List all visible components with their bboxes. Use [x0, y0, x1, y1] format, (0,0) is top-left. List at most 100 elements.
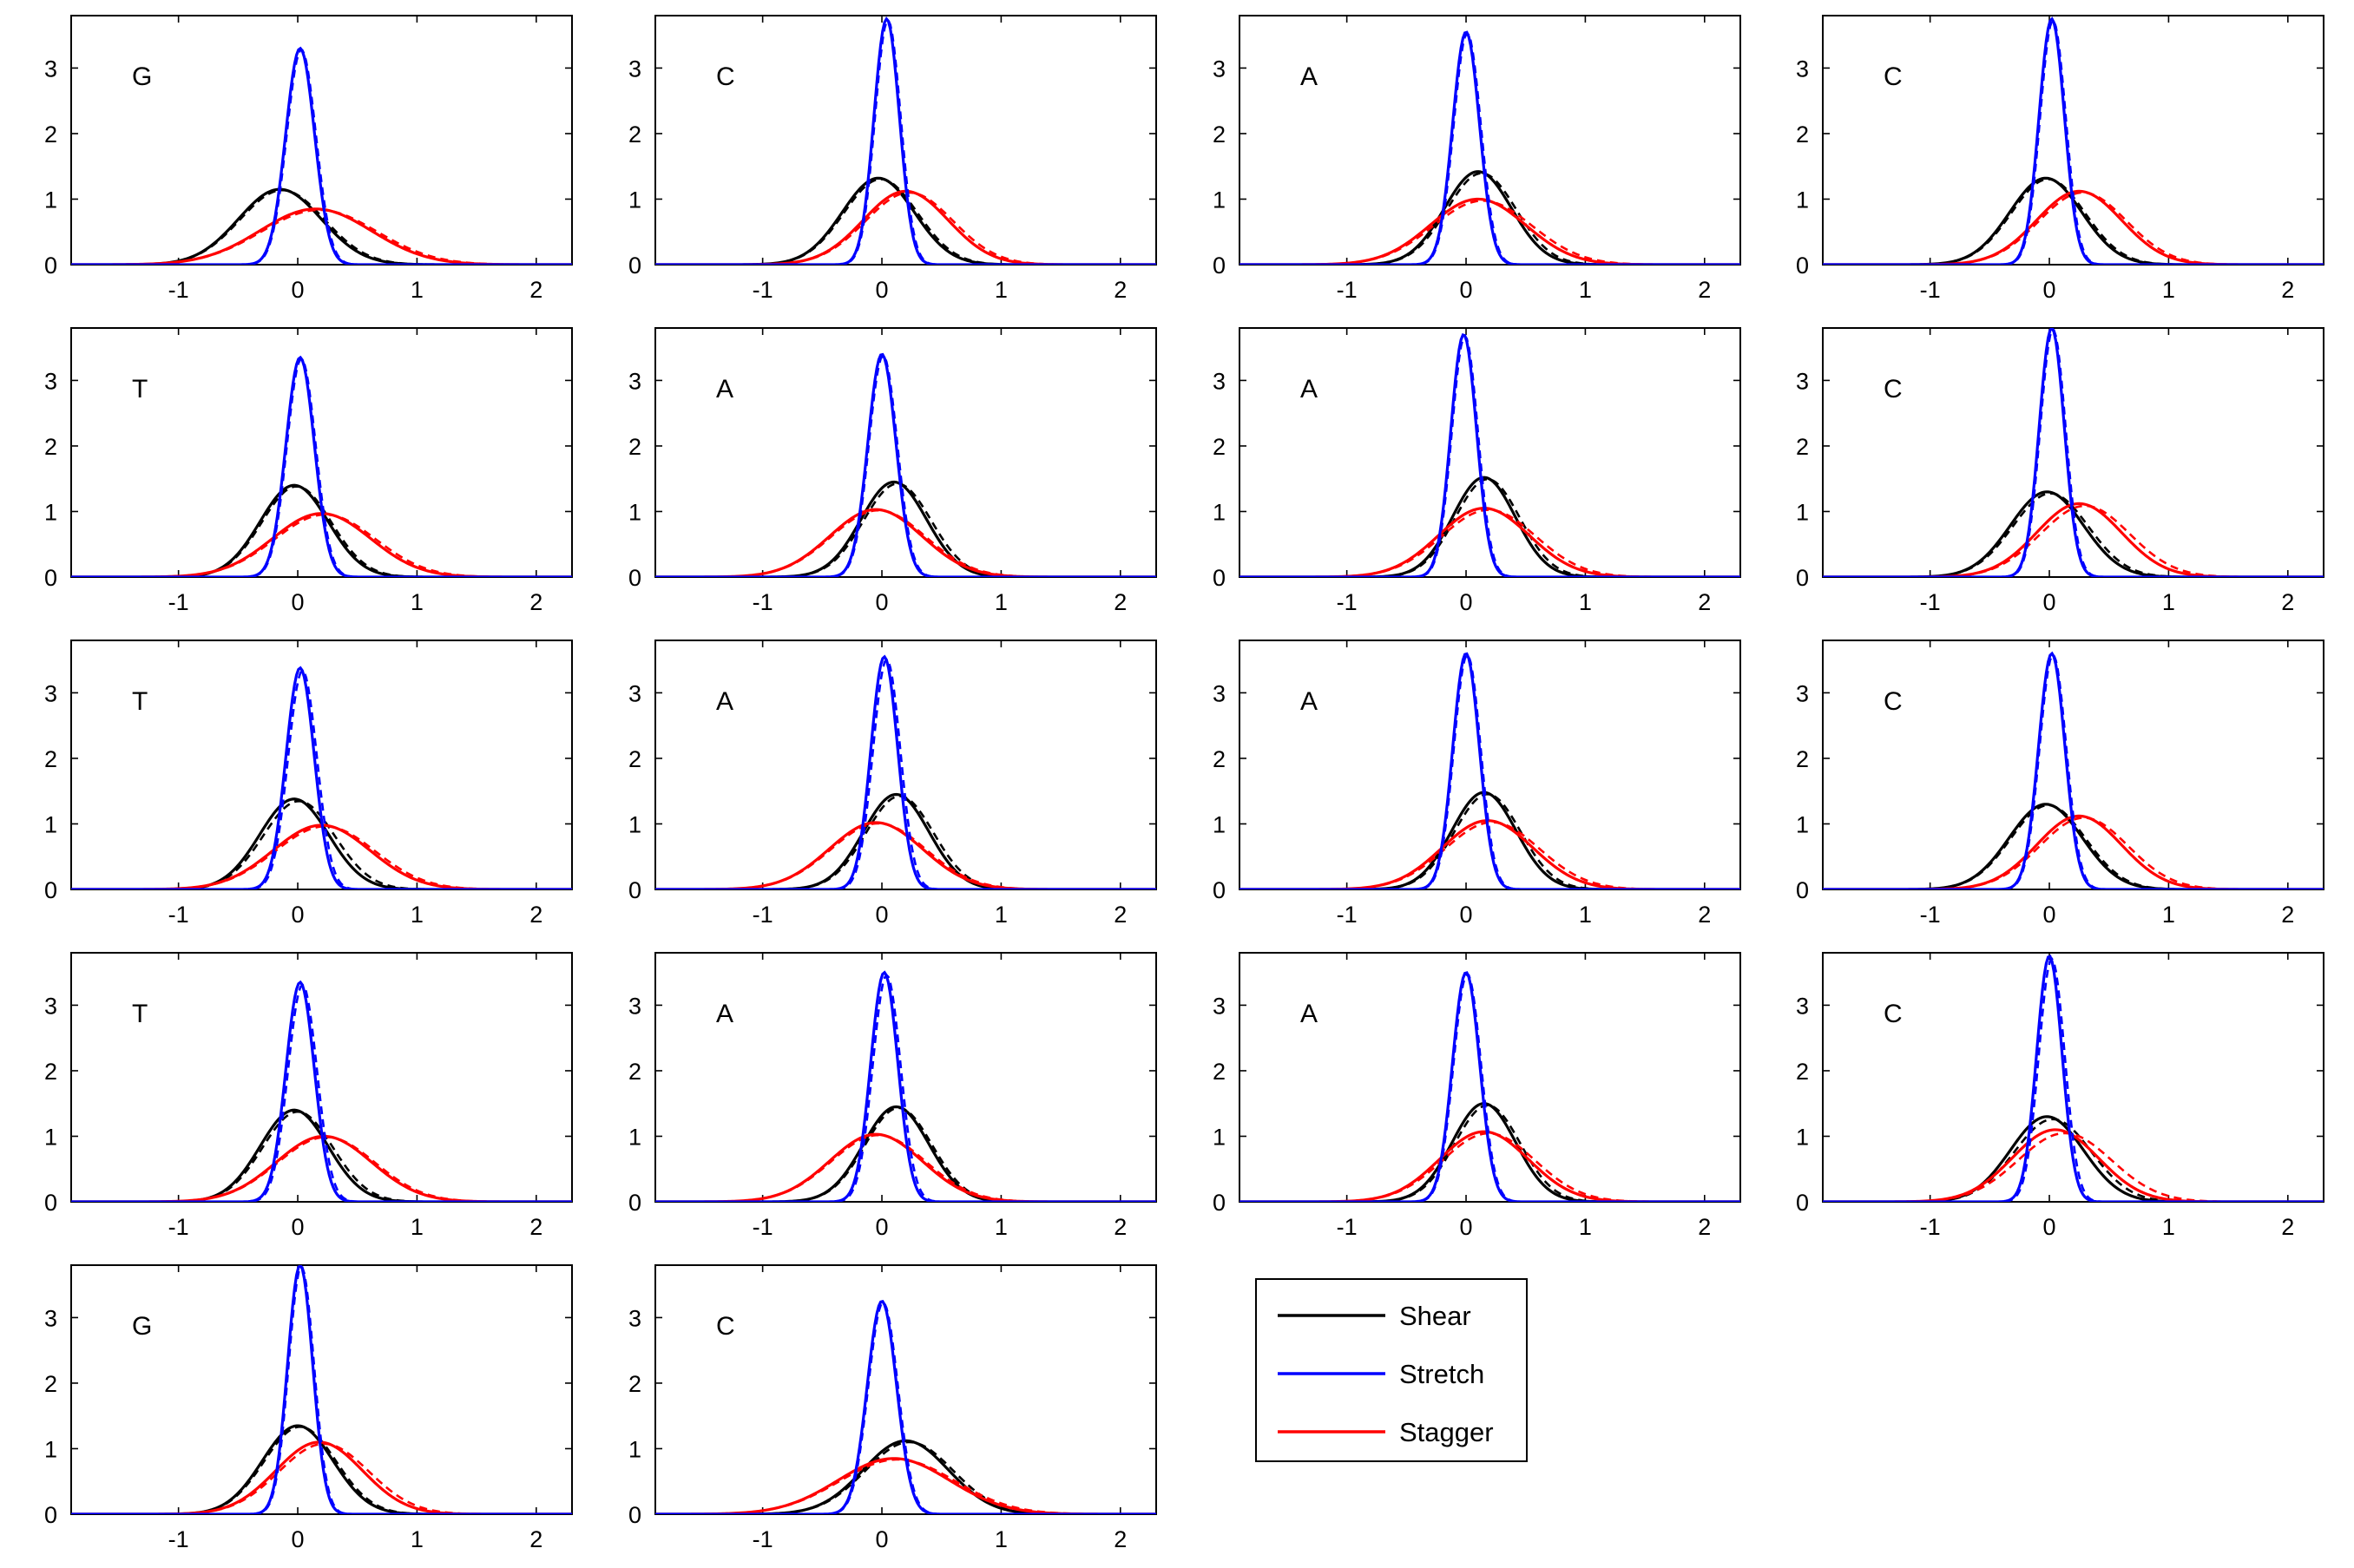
y-tick-label: 1	[1213, 1124, 1226, 1150]
y-tick-label: 1	[1213, 811, 1226, 837]
panel-5: -1 0 1 2 0 1 2 3 T	[44, 327, 573, 615]
series-stretch	[71, 980, 572, 1202]
x-tick-label: 0	[1460, 589, 1473, 615]
y-tick-label: 2	[1213, 1059, 1226, 1085]
y-tick-label: 2	[628, 1059, 641, 1085]
legend: Shear Stretch Stagger	[1255, 1278, 1528, 1462]
panel-9: -1 0 1 2 0 1 2 3 T	[44, 640, 573, 928]
y-tick-label: 1	[1796, 499, 1809, 525]
curves	[1239, 333, 1740, 577]
y-tick-label: 2	[44, 434, 57, 460]
panel-17: -1 0 1 2 0 1 2 3 G	[44, 1264, 573, 1552]
curves	[71, 666, 572, 889]
x-tick-label: -1	[1337, 589, 1358, 615]
x-tick-label: 1	[411, 277, 424, 303]
curves	[655, 654, 1156, 889]
legend-entry-stagger: Stagger	[1278, 1417, 1494, 1447]
x-tick-label: 1	[2162, 1214, 2175, 1240]
y-tick-label: 1	[1213, 187, 1226, 213]
x-tick-label: 2	[2281, 277, 2294, 303]
x-tick-label: 0	[292, 1214, 305, 1240]
y-tick-label: 0	[1796, 877, 1809, 903]
y-tick-label: 1	[44, 187, 57, 213]
series-stretch	[1239, 333, 1740, 577]
x-tick-label: 0	[292, 902, 305, 928]
panel-8: -1 0 1 2 0 1 2 3 C	[1796, 327, 2324, 615]
y-tick-label: 3	[628, 56, 641, 82]
panel-base-label: A	[1300, 687, 1318, 716]
x-tick-label: 1	[411, 589, 424, 615]
panel-base-label: G	[132, 62, 152, 91]
series-stretch	[655, 970, 1156, 1202]
series-stretch	[1823, 955, 2324, 1202]
y-tick-label: 3	[1213, 56, 1226, 82]
series-stretch	[1823, 16, 2324, 265]
y-tick-label: 1	[628, 1124, 641, 1150]
x-tick-label: 0	[292, 1526, 305, 1552]
x-tick-label: -1	[168, 589, 189, 615]
panel-base-label: T	[132, 1000, 148, 1028]
x-tick-label: -1	[753, 277, 773, 303]
x-tick-label: 0	[876, 902, 889, 928]
legend-entry-stretch: Stretch	[1278, 1359, 1484, 1389]
x-tick-label: 0	[292, 589, 305, 615]
x-tick-label: 1	[2162, 589, 2175, 615]
curves	[655, 16, 1156, 265]
panel-base-label: C	[1884, 375, 1903, 403]
x-tick-label: 0	[876, 1214, 889, 1240]
curves	[71, 1265, 572, 1514]
y-tick-label: 2	[44, 746, 57, 772]
panel-base-label: A	[1300, 62, 1318, 91]
x-tick-label: 0	[2043, 1214, 2056, 1240]
axes-box	[70, 952, 573, 1203]
legend-entry-shear: Shear	[1278, 1301, 1471, 1331]
curves	[71, 355, 572, 577]
y-tick-label: 1	[44, 811, 57, 837]
y-tick-label: 3	[1796, 56, 1809, 82]
y-tick-label: 3	[44, 56, 57, 82]
series-shear	[655, 480, 1156, 577]
y-tick-label: 0	[44, 1190, 57, 1216]
y-tick-label: 2	[1213, 434, 1226, 460]
x-tick-label: 1	[995, 902, 1008, 928]
x-tick-label: -1	[168, 1214, 189, 1240]
curves	[655, 352, 1156, 577]
series-shear	[655, 1105, 1156, 1202]
legend-label-stretch: Stretch	[1399, 1359, 1484, 1389]
series-stretch-dashed	[1823, 957, 2324, 1202]
axes-box	[70, 640, 573, 890]
series-stretch	[1823, 651, 2324, 889]
y-tick-label: 0	[44, 877, 57, 903]
x-tick-label: -1	[1337, 1214, 1358, 1240]
curves	[1823, 955, 2324, 1202]
y-tick-label: 3	[44, 368, 57, 394]
x-tick-label: 1	[2162, 277, 2175, 303]
curves	[1239, 971, 1740, 1202]
x-tick-label: 0	[1460, 277, 1473, 303]
panel-base-label: A	[1300, 375, 1318, 403]
y-tick-label: 1	[1213, 499, 1226, 525]
legend-label-stagger: Stagger	[1399, 1417, 1494, 1447]
x-tick-label: 2	[2281, 1214, 2294, 1240]
y-tick-label: 3	[1213, 368, 1226, 394]
x-tick-label: -1	[753, 1526, 773, 1552]
x-tick-label: 2	[1114, 1526, 1127, 1552]
x-tick-label: 2	[1698, 277, 1711, 303]
panel-base-label: G	[132, 1312, 152, 1341]
axes-box	[1822, 327, 2324, 578]
panel-base-label: C	[1884, 687, 1903, 716]
axes-box	[1239, 640, 1741, 890]
curves	[1823, 651, 2324, 889]
y-tick-label: 0	[1213, 877, 1226, 903]
y-tick-label: 0	[628, 1502, 641, 1528]
series-stretch	[71, 666, 572, 889]
panels: -1 0 1 2 0 1 2 3 G -1 0 1 2 0 1 2 3 C -1 0 1 2 0 1 2 3 A -1 0 1 2 0 1 2 3 C…	[44, 15, 2324, 1552]
y-tick-label: 3	[628, 368, 641, 394]
series-shear	[1239, 170, 1740, 265]
series-stretch	[1239, 971, 1740, 1202]
panel-6: -1 0 1 2 0 1 2 3 A	[628, 327, 1157, 615]
panel-base-label: T	[132, 687, 148, 716]
y-tick-label: 1	[1796, 187, 1809, 213]
x-tick-label: 2	[1698, 1214, 1711, 1240]
y-tick-label: 0	[628, 1190, 641, 1216]
